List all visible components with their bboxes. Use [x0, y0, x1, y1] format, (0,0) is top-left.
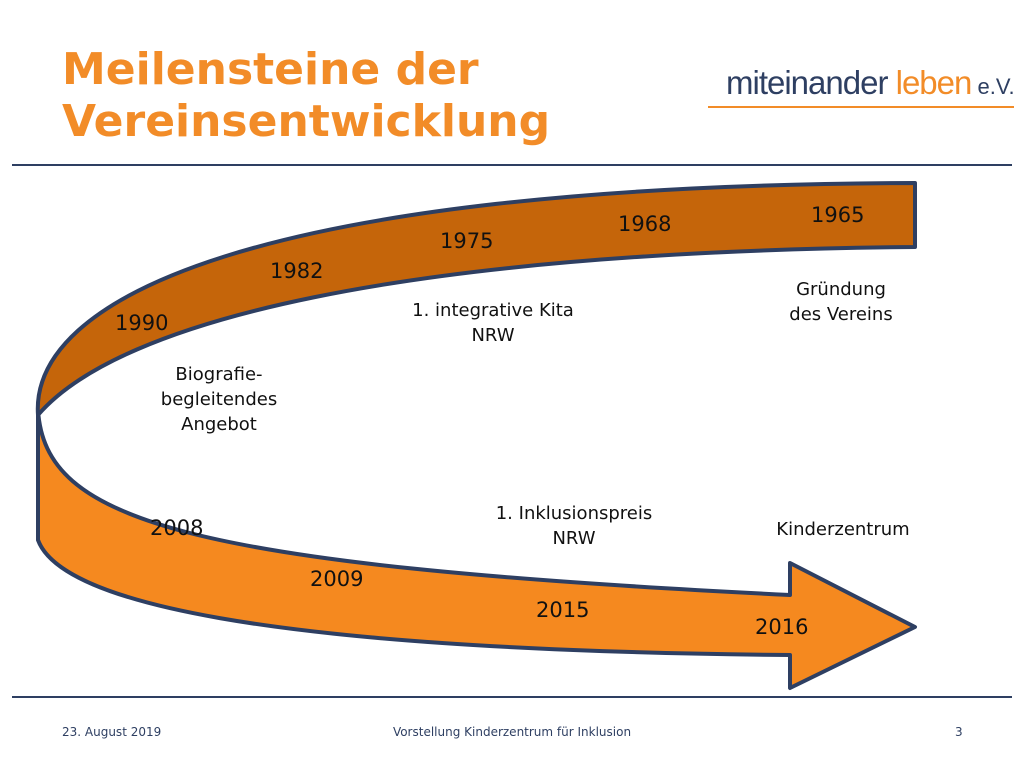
footer-title: Vorstellung Kinderzentrum für Inklusion: [392, 725, 632, 739]
header-divider: [12, 164, 1012, 166]
caption-inklusionspreis: 1. Inklusionspreis NRW: [495, 503, 653, 549]
year-label-1965: 1965: [811, 203, 865, 227]
caption-kinderzentrum: Kinderzentrum: [776, 519, 910, 540]
year-label-2009: 2009: [310, 567, 364, 591]
caption-integrative-kita: 1. integrative Kita NRW: [412, 300, 574, 346]
timeline-band-lower: [36, 408, 917, 690]
caption-gruendung: Gründung des Vereins: [789, 279, 893, 325]
slide-title-line1: Meilensteine der: [62, 44, 479, 95]
logo-text-accent: leben: [895, 64, 973, 101]
caption-biografie-angebot: Biografie- begleitendes Angebot: [160, 364, 278, 435]
logo-underline: [708, 106, 1014, 108]
slide-title-line2: Vereinsentwicklung: [62, 96, 551, 147]
timeline-band-upper: [35, 181, 917, 417]
slide-title: Meilensteine der Vereinsentwicklung: [62, 44, 550, 148]
footer-date: 23. August 2019: [62, 725, 162, 739]
year-label-1990: 1990: [115, 311, 169, 335]
footer-divider: [12, 696, 1012, 698]
year-label-1982: 1982: [270, 259, 324, 283]
timeline-arrow-graphic: [35, 181, 917, 690]
organization-logo: miteinander leben e.V.: [708, 60, 1015, 112]
year-label-2015: 2015: [536, 598, 590, 622]
year-label-2016: 2016: [755, 615, 809, 639]
year-label-2008: 2008: [150, 516, 204, 540]
year-label-1968: 1968: [618, 212, 672, 236]
year-label-1975: 1975: [440, 229, 494, 253]
logo-text-suffix: e.V.: [971, 74, 1015, 99]
slide-number: 3: [955, 725, 963, 739]
logo-text-main: miteinander: [726, 64, 896, 101]
